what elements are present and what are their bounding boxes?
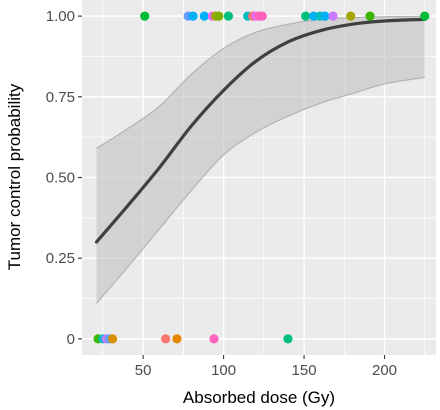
x-tick-label: 150 <box>292 362 317 379</box>
y-tick-labels: 0 0.25 0.50 0.75 1.00 <box>46 8 75 348</box>
data-point <box>209 334 219 344</box>
data-point <box>301 11 311 21</box>
data-point <box>199 11 209 21</box>
data-point <box>140 11 150 21</box>
y-tick-label: 0.50 <box>46 170 75 187</box>
data-point <box>161 334 171 344</box>
data-point <box>365 11 375 21</box>
y-tick-label: 0.25 <box>46 250 75 267</box>
data-point <box>328 11 338 21</box>
x-axis-title: Absorbed dose (Gy) <box>183 388 335 407</box>
band-lower-edge <box>96 76 425 304</box>
data-point <box>420 11 430 21</box>
data-point <box>223 11 234 21</box>
x-tick-label: 200 <box>372 362 397 379</box>
y-axis-title: Tumor control probability <box>5 83 24 270</box>
y-tick-label: 1.00 <box>46 8 75 25</box>
x-tick-label: 50 <box>135 362 152 379</box>
confidence-band-layer <box>96 15 425 304</box>
data-point <box>188 11 198 21</box>
y-tick-label: 0 <box>67 331 75 348</box>
y-tick-label: 0.75 <box>46 89 75 106</box>
data-points <box>93 11 430 344</box>
x-tick-label: 100 <box>211 362 236 379</box>
fit-curve <box>94 17 427 244</box>
x-tick-labels: 50 100 150 200 <box>135 362 397 379</box>
confidence-band <box>96 16 425 304</box>
data-point <box>346 11 356 21</box>
axis-ticks <box>78 15 386 359</box>
data-point <box>320 11 330 21</box>
data-point <box>172 334 182 344</box>
fit-curve-layer <box>94 17 427 244</box>
band-upper-edge <box>96 15 425 149</box>
data-point <box>214 11 224 21</box>
data-point <box>107 334 118 344</box>
data-point <box>257 11 267 21</box>
data-point <box>309 11 319 21</box>
data-point <box>283 334 293 344</box>
